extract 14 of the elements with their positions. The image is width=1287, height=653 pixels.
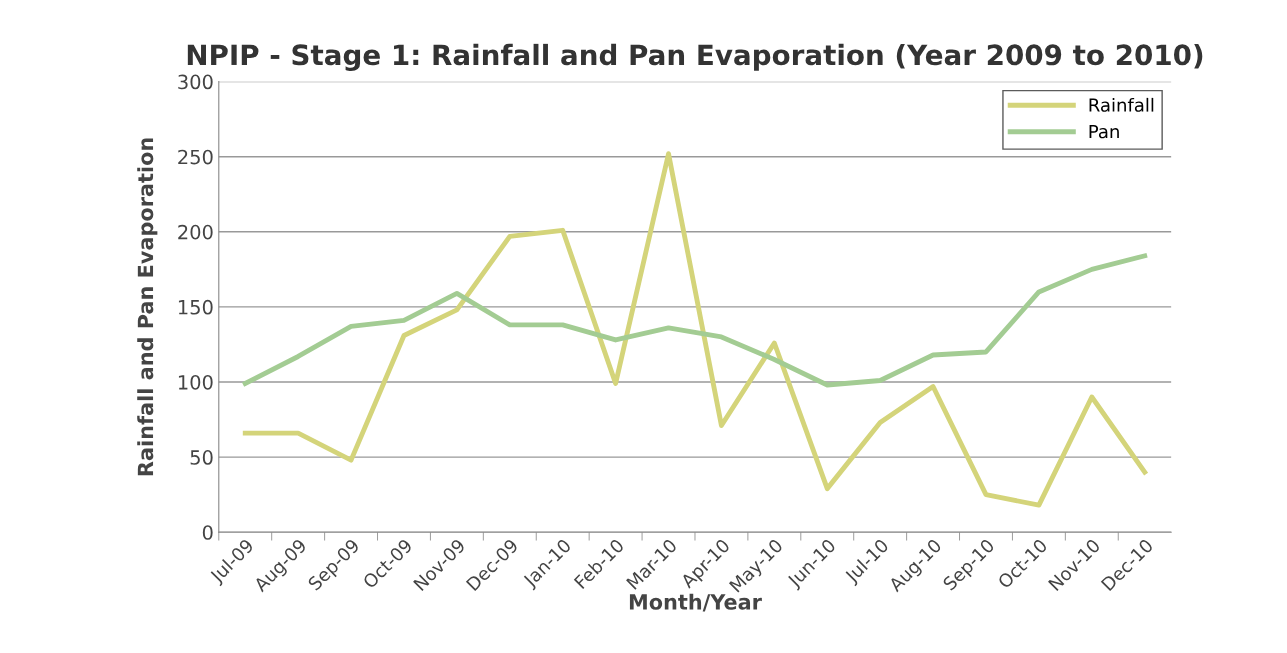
y-tick-label: 50: [190, 450, 213, 465]
chart-title: NPIP - Stage 1: Rainfall and Pan Evaporation (Year 2009 to 2010): [187, 43, 1203, 71]
line-series: [242, 151, 1148, 508]
y-tick-label: 250: [178, 149, 213, 165]
y-tick-label: 200: [178, 224, 213, 240]
y-tick-label: 150: [178, 299, 213, 315]
y-tick-label: 300: [178, 74, 213, 90]
y-tick-label: 100: [178, 374, 213, 390]
legend-label: Pan: [1089, 124, 1119, 139]
y-axis-title: Rainfall and Pan Evaporation: [137, 138, 158, 476]
x-axis-title: Month/Year: [629, 593, 762, 612]
legend-label: Rainfall: [1089, 97, 1154, 112]
line-series: [242, 253, 1148, 388]
y-tick-label: 0: [202, 525, 213, 540]
